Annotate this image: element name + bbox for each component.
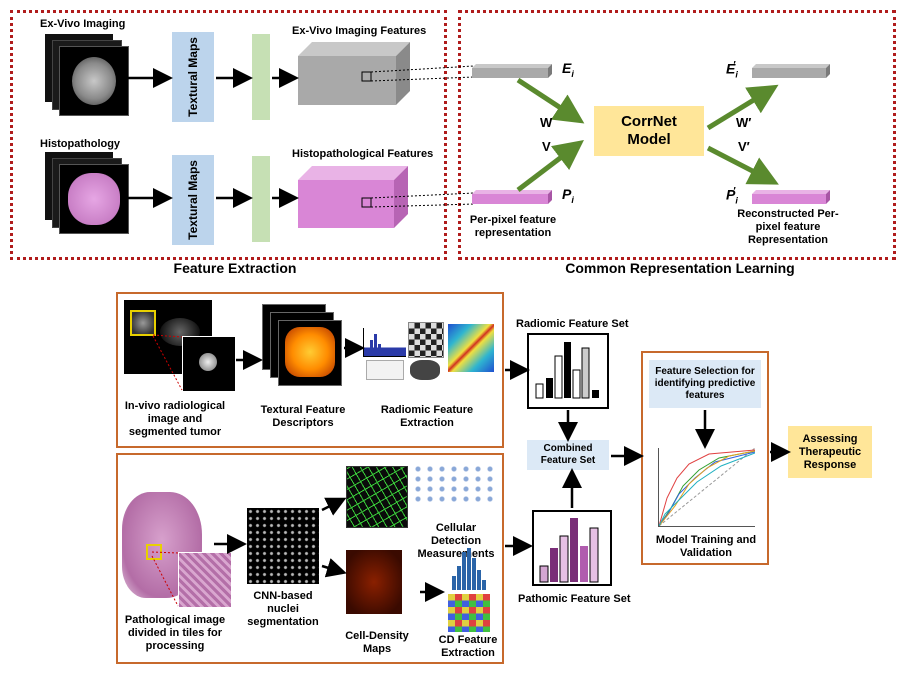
pathomic-panel (116, 453, 504, 664)
textural-descriptors-label: Textural Feature Descriptors (260, 404, 346, 429)
Pi-prime-bar (752, 194, 826, 204)
feature-layer-bottom (252, 156, 270, 242)
exvivo-features-label: Ex-Vivo Imaging Features (292, 25, 427, 37)
cellular-detection-image (346, 466, 408, 528)
cnn-label: CNN-based nuclei segmentation (247, 590, 319, 628)
common-representation-caption: Common Representation Learning (565, 260, 795, 276)
radiomic-panel (116, 292, 504, 448)
shape-feature-icon (366, 360, 404, 380)
segmented-tumor-image (182, 336, 236, 392)
radiomic-extraction-label: Radiomic Feature Extraction (380, 404, 474, 429)
cd-extraction-label: CD Feature Extraction (438, 634, 498, 659)
textural-descriptor-stack (262, 304, 352, 388)
textural-maps-top: Textural Maps (172, 32, 214, 122)
V-prime-label: V′ (738, 139, 750, 154)
cell-shapes-icon (412, 464, 494, 504)
Ei-bar (472, 68, 548, 78)
cd-color-grid-icon (448, 594, 490, 632)
model-training-label: Model Training and Validation (655, 534, 757, 559)
feature-extraction-panel (10, 10, 447, 260)
histo-image-stack (45, 152, 135, 234)
heatmap-icon (448, 324, 494, 372)
reconstructed-label: Reconstructed Per-pixel feature Represen… (737, 208, 839, 246)
nuclei-segmentation-image (247, 508, 319, 584)
histo-feature-cube (298, 180, 394, 228)
Pi-prime-label: Pi′ (726, 186, 738, 206)
corrnet-model-box: CorrNet Model (594, 106, 704, 156)
cell-density-label: Cell-Density Maps (345, 630, 409, 655)
radiomic-set-label: Radiomic Feature Set (516, 318, 629, 330)
Ei-prime-label: Ei′ (726, 60, 738, 80)
exvivo-feature-cube (298, 56, 396, 105)
textural-maps-bottom: Textural Maps (172, 155, 214, 245)
feature-extraction-caption: Feature Extraction (173, 260, 297, 276)
assessing-response-box: Assessing Therapeutic Response (788, 426, 872, 478)
exvivo-image-stack (45, 34, 135, 116)
per-pixel-label: Per-pixel feature representation (469, 214, 557, 239)
exvivo-imaging-label: Ex-Vivo Imaging (40, 18, 126, 30)
Ei-prime-bar (752, 68, 826, 78)
blob-icon (410, 360, 440, 380)
feature-selection-box: Feature Selection for identifying predic… (649, 360, 761, 408)
combined-feature-set-box: Combined Feature Set (527, 440, 609, 470)
Pi-label: Pi (562, 186, 574, 205)
pathological-label: Pathological image divided in tiles for … (124, 614, 226, 652)
cell-density-map (346, 550, 402, 614)
Pi-bar (472, 194, 548, 204)
W-prime-label: W′ (736, 115, 752, 130)
tile-zoom-image (178, 552, 232, 608)
pathomic-set-label: Pathomic Feature Set (518, 593, 631, 605)
feature-layer-top (252, 34, 270, 120)
Ei-label: Ei (562, 60, 574, 79)
histopathology-label: Histopathology (40, 138, 121, 150)
common-representation-panel (458, 10, 896, 260)
cellular-detection-label: Cellular Detection Measurements (417, 522, 495, 560)
W-label: W (540, 115, 553, 130)
V-label: V (542, 139, 551, 154)
glcm-grid-icon (408, 322, 444, 358)
histo-features-label: Histopathological Features (292, 148, 434, 160)
roc-curve-plot (658, 448, 755, 527)
invivo-label: In-vivo radiological image and segmented… (124, 400, 226, 438)
